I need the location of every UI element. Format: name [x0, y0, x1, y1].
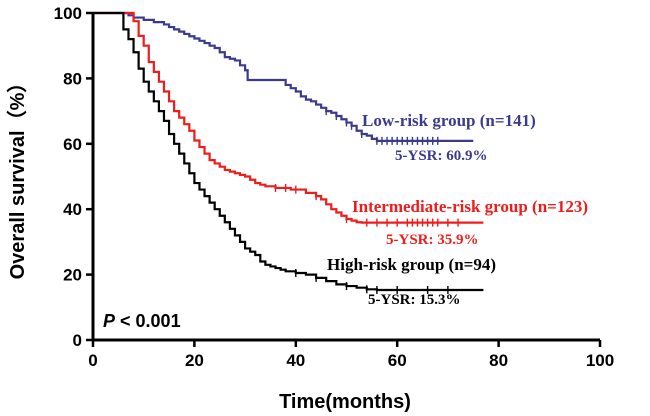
x-tick-label: 20 — [185, 351, 204, 370]
low-risk-label: Low-risk group (n=141) — [362, 111, 536, 130]
plot-series-layer — [93, 11, 484, 294]
y-tick-label: 0 — [73, 331, 82, 350]
axes-layer — [91, 13, 600, 342]
x-tick-label: 60 — [388, 351, 407, 370]
x-tick-label: 40 — [286, 351, 305, 370]
intermediate-risk-label: Intermediate-risk group (n=123) — [352, 197, 588, 216]
low-risk-survival-curve — [93, 11, 474, 142]
y-tick-label: 100 — [54, 4, 82, 23]
y-tick-label: 80 — [63, 69, 82, 88]
high-risk-survival-curve — [93, 11, 484, 292]
y-axis-title: Overall survival（%） — [6, 73, 29, 280]
y-tick-label: 40 — [63, 200, 82, 219]
p-value-annotation: P < 0.001 — [103, 311, 181, 331]
high-risk-ysr: 5-YSR: 15.3% — [368, 292, 461, 308]
intermediate-risk-survival-curve — [93, 11, 484, 224]
intermediate-risk-ysr: 5-YSR: 35.9% — [386, 232, 479, 248]
x-axis-title: Time(months) — [279, 391, 411, 413]
y-tick-label: 20 — [63, 266, 82, 285]
x-tick-label: 80 — [489, 351, 508, 370]
tick-layer: 0 20 40 60 80 100 0 20 40 60 80 100 — [54, 4, 615, 370]
x-tick-label: 0 — [88, 351, 97, 370]
high-risk-label: High-risk group (n=94) — [327, 255, 496, 274]
low-risk-ysr: 5-YSR: 60.9% — [395, 148, 488, 164]
x-tick-label: 100 — [586, 351, 614, 370]
y-tick-label: 60 — [63, 135, 82, 154]
